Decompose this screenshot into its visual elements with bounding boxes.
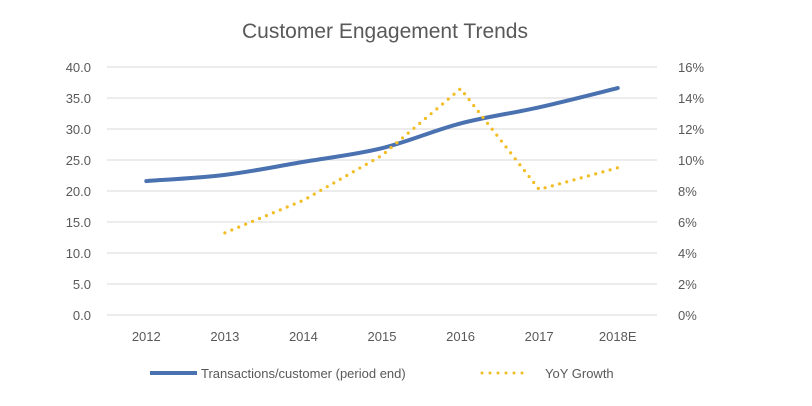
legend: Transactions/customer (period end) YoY G… bbox=[150, 366, 614, 381]
y-tick-label: 10.0 bbox=[66, 246, 91, 261]
y2-tick-label: 4% bbox=[678, 246, 697, 261]
y-tick-label: 25.0 bbox=[66, 153, 91, 168]
legend-label-transactions: Transactions/customer (period end) bbox=[201, 366, 406, 381]
x-axis: 2012 2013 2014 2015 2016 2017 2018E bbox=[132, 329, 637, 344]
x-tick-label: 2012 bbox=[132, 329, 161, 344]
series-line-yoy-growth bbox=[223, 87, 620, 235]
y-tick-label: 30.0 bbox=[66, 122, 91, 137]
x-tick-label: 2015 bbox=[368, 329, 397, 344]
y2-tick-label: 8% bbox=[678, 184, 697, 199]
series-group bbox=[144, 86, 620, 235]
y2-tick-label: 6% bbox=[678, 215, 697, 230]
y-tick-label: 5.0 bbox=[73, 277, 91, 292]
y-tick-label: 0.0 bbox=[73, 308, 91, 323]
y-tick-label: 35.0 bbox=[66, 91, 91, 106]
x-tick-label: 2018E bbox=[599, 329, 637, 344]
y-tick-label: 40.0 bbox=[66, 60, 91, 75]
gridlines bbox=[107, 66, 657, 316]
legend-label-yoy-growth: YoY Growth bbox=[545, 366, 614, 381]
x-tick-label: 2017 bbox=[525, 329, 554, 344]
y2-tick-label: 2% bbox=[678, 277, 697, 292]
x-tick-label: 2014 bbox=[289, 329, 318, 344]
y2-tick-label: 16% bbox=[678, 60, 704, 75]
y2-tick-label: 14% bbox=[678, 91, 704, 106]
y2-tick-label: 0% bbox=[678, 308, 697, 323]
y-tick-label: 15.0 bbox=[66, 215, 91, 230]
y-axis-left: 0.0 5.0 10.0 15.0 20.0 25.0 30.0 35.0 40.0 bbox=[66, 60, 91, 323]
y2-tick-label: 10% bbox=[678, 153, 704, 168]
x-tick-label: 2016 bbox=[446, 329, 475, 344]
chart-title: Customer Engagement Trends bbox=[242, 20, 528, 43]
x-tick-label: 2013 bbox=[210, 329, 239, 344]
series-line-transactions-customer-period-end bbox=[144, 86, 620, 184]
y-tick-label: 20.0 bbox=[66, 184, 91, 199]
y-axis-right: 0% 2% 4% 6% 8% 10% 12% 14% 16% bbox=[678, 60, 704, 323]
y2-tick-label: 12% bbox=[678, 122, 704, 137]
